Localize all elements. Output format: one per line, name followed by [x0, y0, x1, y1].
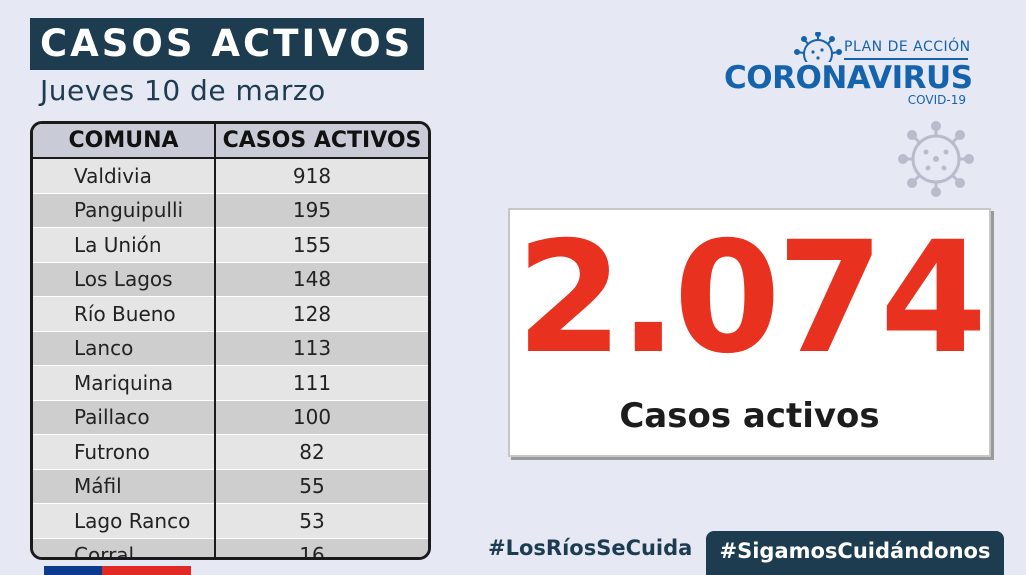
flag-stripe-red [102, 566, 191, 575]
active-cases-card: 2.074 Casos activos [508, 208, 991, 457]
column-header-casos: CASOS ACTIVOS [215, 124, 428, 159]
table-row: Mariquina 111 [33, 365, 428, 401]
casos-cell: 16 [215, 538, 428, 557]
table-row: Máfil 55 [33, 469, 428, 504]
comuna-cell: Paillaco [33, 400, 216, 435]
casos-cell: 155 [215, 227, 428, 263]
casos-cell: 148 [215, 262, 428, 297]
hashtag-region: #LosRíosSeCuida [488, 536, 693, 560]
casos-cell: 111 [215, 365, 428, 401]
table-row: Lago Ranco 53 [33, 503, 428, 539]
virus-icon [898, 121, 974, 197]
table-row: Lanco 113 [33, 331, 428, 366]
casos-cell: 113 [215, 331, 428, 366]
comuna-cell: La Unión [33, 227, 216, 263]
table-header-row: COMUNA CASOS ACTIVOS [33, 124, 428, 159]
table-row: Paillaco 100 [33, 400, 428, 435]
logo-plan-text: PLAN DE ACCIÓN [844, 39, 971, 55]
hashtag-care: #SigamosCuidándonos [719, 539, 991, 563]
logo-covid-text: COVID-19 [907, 93, 966, 107]
table-row: Corral 16 [33, 538, 428, 557]
report-date: Jueves 10 de marzo [40, 74, 326, 107]
logo-main-text: CORONAVIRUS [724, 60, 973, 96]
casos-cell: 195 [215, 193, 428, 228]
casos-cell: 128 [215, 296, 428, 332]
table-row: Futrono 82 [33, 434, 428, 470]
comuna-cell: Los Lagos [33, 262, 216, 297]
casos-cell: 53 [215, 503, 428, 539]
comuna-cell: Valdivia [33, 158, 216, 194]
comuna-cell: Río Bueno [33, 296, 216, 332]
active-cases-total: 2.074 [515, 209, 987, 388]
column-header-comuna: COMUNA [33, 124, 216, 159]
casos-cell: 100 [215, 400, 428, 435]
title-banner: CASOS ACTIVOS [30, 18, 424, 70]
page-title: CASOS ACTIVOS [40, 22, 414, 65]
casos-cell: 55 [215, 469, 428, 504]
cases-table: COMUNA CASOS ACTIVOS Valdivia 918 Pangui… [30, 121, 431, 560]
table-row: Panguipulli 195 [33, 193, 428, 228]
logo-divider [844, 58, 968, 60]
flag-stripe [44, 566, 191, 575]
flag-stripe-blue [44, 566, 102, 575]
table-row: Los Lagos 148 [33, 262, 428, 297]
comuna-cell: Futrono [33, 434, 216, 470]
casos-cell: 82 [215, 434, 428, 470]
active-cases-label: Casos activos [619, 396, 880, 436]
table-row: Río Bueno 128 [33, 296, 428, 332]
virus-icon [794, 32, 842, 62]
comuna-cell: Lago Ranco [33, 503, 216, 539]
comuna-cell: Panguipulli [33, 193, 216, 228]
comuna-cell: Mariquina [33, 365, 216, 401]
table-row: Valdivia 918 [33, 158, 428, 194]
comuna-cell: Lanco [33, 331, 216, 366]
table-row: La Unión 155 [33, 227, 428, 263]
comuna-cell: Corral [33, 538, 216, 557]
hashtag-care-badge: #SigamosCuidándonos [706, 531, 1004, 575]
coronavirus-plan-logo: PLAN DE ACCIÓN CORONAVIRUS COVID-19 [720, 30, 973, 110]
comuna-cell: Máfil [33, 469, 216, 504]
casos-cell: 918 [215, 158, 428, 194]
